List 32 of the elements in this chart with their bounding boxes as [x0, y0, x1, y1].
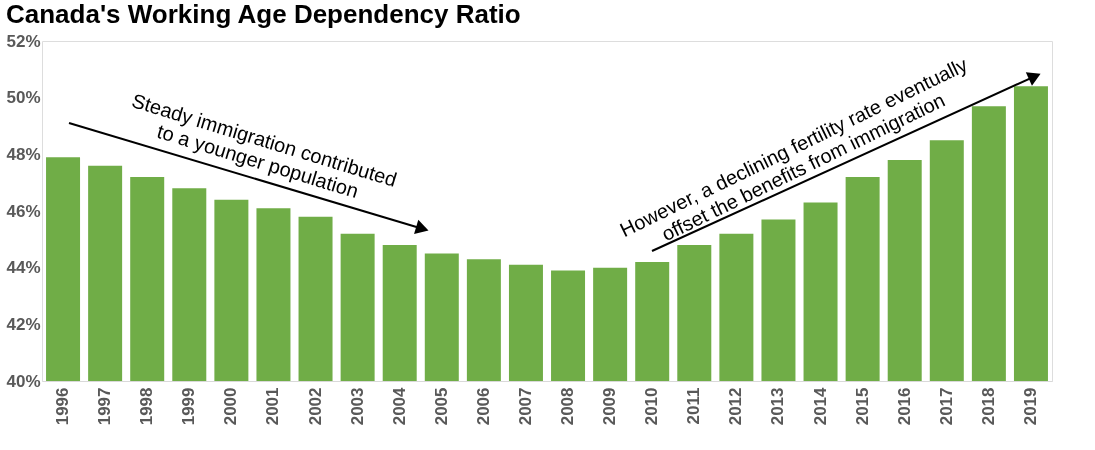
x-tick-label: 2001 [263, 387, 283, 426]
x-tick-label: 1998 [137, 387, 157, 426]
x-tick-label: 2006 [473, 387, 493, 426]
x-tick-label: 1999 [179, 387, 199, 426]
y-tick-label: 44% [6, 258, 41, 278]
x-tick-label: 2016 [894, 387, 914, 426]
x-tick-label: 2017 [936, 387, 956, 426]
x-tick-label: 2013 [768, 387, 788, 426]
y-tick-label: 40% [6, 371, 41, 391]
y-tick-label: 42% [6, 314, 41, 334]
chart-title: Canada's Working Age Dependency Ratio [5, 0, 521, 29]
x-tick-label: 2007 [515, 387, 535, 426]
x-tick-label: 1997 [95, 387, 115, 426]
x-tick-label: 2014 [810, 386, 830, 426]
x-tick-label: 2015 [852, 387, 872, 426]
x-tick-label: 1996 [53, 387, 73, 426]
y-tick-label: 46% [6, 201, 41, 221]
x-tick-label: 2008 [558, 387, 578, 426]
x-tick-label: 2009 [600, 387, 620, 426]
x-tick-label: 2011 [684, 387, 704, 425]
x-tick-label: 2012 [726, 387, 746, 426]
x-tick-label: 2005 [431, 387, 451, 426]
x-tick-label: 2010 [642, 387, 662, 426]
x-tick-label: 2002 [305, 387, 325, 426]
x-tick-label: 2000 [221, 387, 241, 426]
y-tick-label: 50% [6, 88, 41, 108]
x-tick-label: 2004 [389, 386, 409, 426]
x-tick-label: 2018 [978, 387, 998, 426]
y-tick-label: 52% [6, 31, 41, 51]
x-tick-label: 2003 [347, 387, 367, 426]
y-tick-label: 48% [6, 144, 41, 164]
x-tick-label: 2019 [1020, 387, 1040, 426]
